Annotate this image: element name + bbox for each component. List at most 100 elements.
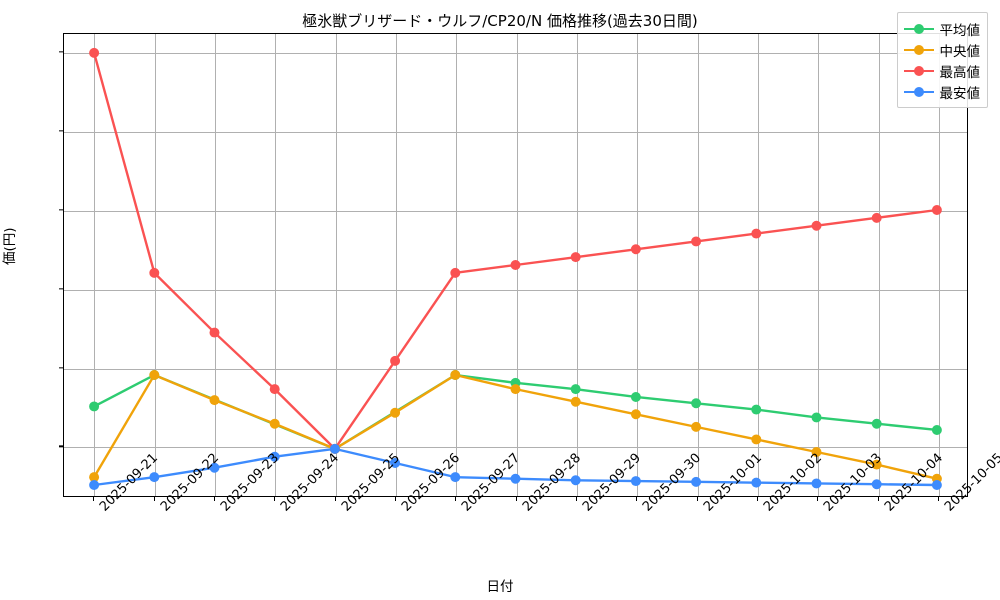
data-point-marker (269, 384, 280, 395)
gridline-vertical (938, 34, 940, 496)
x-tick-label: 2025-09-22 (158, 451, 222, 515)
data-point-marker (450, 370, 461, 380)
data-point-marker (751, 228, 762, 239)
gridline-vertical (395, 34, 397, 496)
legend-label: 最安値 (939, 85, 981, 102)
legend-item[interactable]: 平均値 (903, 18, 980, 39)
data-point-marker (630, 244, 641, 255)
data-point-marker (89, 480, 100, 490)
x-tick-mark (817, 497, 819, 501)
x-tick-mark (877, 497, 879, 501)
chart-legend: 平均値中央値最高値最安値 (896, 12, 988, 108)
gridline-vertical (697, 34, 699, 496)
data-point-marker (269, 418, 280, 429)
data-point-marker (570, 475, 581, 486)
data-point-marker (691, 398, 702, 409)
gridline-vertical (214, 34, 216, 496)
x-axis-label: 日付 (486, 579, 514, 595)
data-point-marker (510, 384, 521, 395)
x-tick-mark (937, 497, 940, 501)
data-point-marker (871, 459, 882, 470)
data-point-marker (630, 409, 641, 420)
y-tick-mark (59, 445, 63, 448)
x-tick-label: 2025-10-04 (882, 451, 946, 515)
data-point-marker (450, 472, 461, 483)
x-tick-mark (274, 497, 276, 501)
data-point-marker (871, 418, 882, 429)
data-point-marker (570, 384, 581, 395)
x-tick-label: 2025-09-28 (520, 451, 584, 515)
data-point-marker (209, 462, 220, 473)
plot-area (63, 33, 968, 497)
data-point-marker (811, 412, 822, 423)
legend-swatch-icon (903, 65, 934, 77)
data-point-marker (149, 370, 160, 380)
data-point-marker (450, 267, 461, 278)
data-point-marker (751, 477, 762, 488)
series-lines (89, 47, 942, 490)
data-point-marker (931, 425, 942, 435)
x-tick-label: 2025-10-05 (941, 450, 1000, 515)
x-tick-mark (153, 497, 155, 501)
x-tick-mark (696, 497, 698, 501)
data-point-marker (811, 220, 822, 231)
data-point-marker (510, 473, 521, 484)
data-point-marker (149, 267, 160, 278)
data-point-marker (871, 212, 882, 223)
gridline-horizontal (64, 289, 967, 291)
gridline-vertical (154, 34, 156, 496)
gridline-horizontal (64, 52, 967, 54)
data-point-marker (89, 401, 100, 412)
data-point-marker (871, 479, 882, 490)
data-point-marker (811, 447, 822, 457)
data-point-marker (390, 355, 401, 366)
gridline-horizontal (64, 368, 967, 370)
data-point-marker (570, 252, 581, 263)
x-tick-label: 2025-09-26 (399, 451, 463, 515)
x-tick-mark (455, 497, 457, 501)
gridline-vertical (757, 34, 759, 496)
x-tick-label: 2025-09-24 (278, 451, 342, 515)
gridline-vertical (456, 34, 458, 496)
x-tick-mark (334, 497, 336, 501)
x-tick-mark (636, 497, 638, 501)
gridline-horizontal (64, 210, 967, 212)
x-tick-label: 2025-09-30 (640, 451, 704, 515)
x-tick-label: 2025-09-21 (97, 451, 161, 515)
x-tick-mark (394, 497, 397, 501)
gridline-horizontal (64, 447, 967, 449)
x-tick-label: 2025-10-01 (701, 451, 765, 515)
legend-label: 中央値 (939, 43, 981, 60)
y-tick-mark (59, 209, 63, 211)
x-tick-mark (756, 497, 759, 501)
x-tick-mark (93, 497, 95, 501)
gridline-horizontal (64, 131, 967, 133)
y-tick-mark (59, 51, 63, 53)
x-tick-mark (515, 497, 517, 501)
data-point-marker (630, 392, 641, 402)
x-tick-label: 2025-09-27 (459, 451, 523, 515)
data-point-marker (931, 480, 942, 490)
y-tick-mark (59, 288, 63, 290)
x-tick-mark (575, 497, 578, 501)
data-point-marker (570, 396, 581, 407)
legend-item[interactable]: 最高値 (903, 60, 981, 81)
x-tick-label: 2025-09-29 (580, 451, 644, 515)
data-point-marker (691, 421, 702, 432)
legend-swatch-icon (903, 23, 934, 35)
data-point-marker (811, 478, 822, 489)
x-tick-mark (213, 497, 216, 501)
legend-item[interactable]: 中央値 (903, 39, 981, 60)
gridline-vertical (576, 34, 578, 496)
legend-swatch-icon (903, 44, 934, 56)
y-tick-mark (59, 366, 63, 369)
legend-item[interactable]: 最安値 (903, 81, 981, 102)
gridline-vertical (335, 34, 337, 496)
data-point-marker (510, 260, 521, 270)
gridline-vertical (818, 34, 820, 496)
data-point-marker (209, 395, 220, 406)
legend-label: 最高値 (939, 64, 981, 81)
data-point-marker (89, 47, 100, 58)
gridline-vertical (637, 34, 639, 496)
